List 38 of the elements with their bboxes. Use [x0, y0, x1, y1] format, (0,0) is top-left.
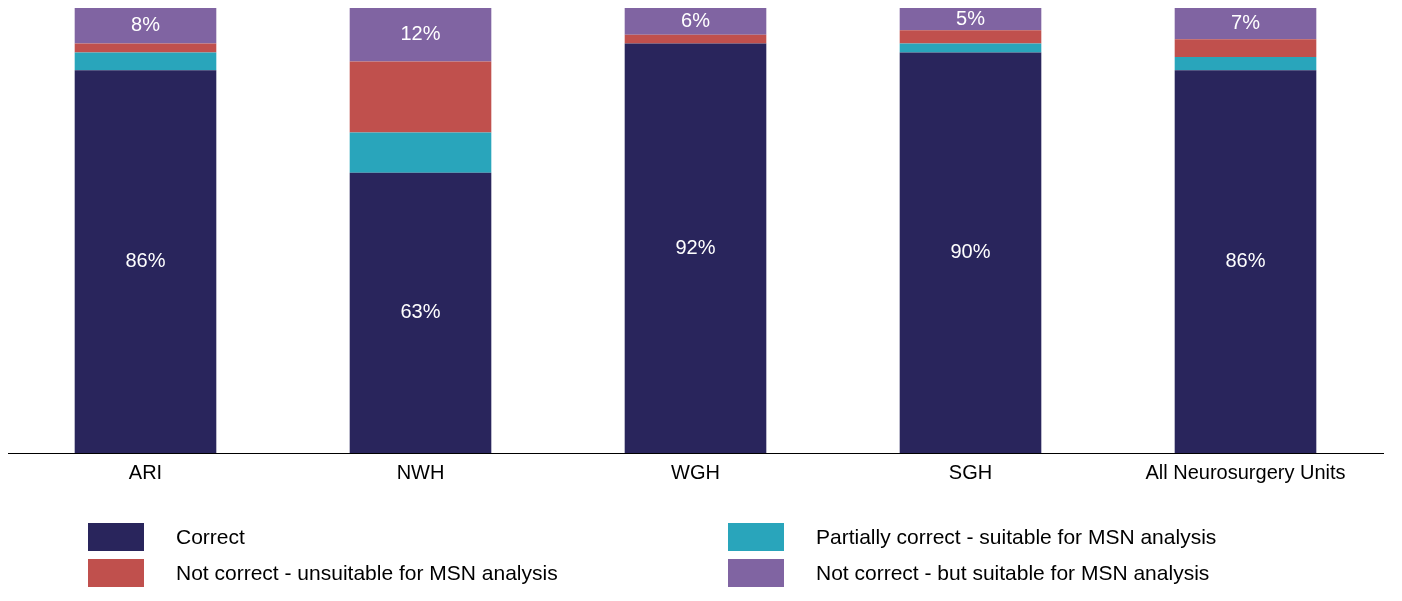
data-label: 5%: [956, 6, 986, 29]
data-label: 86%: [125, 249, 166, 272]
x-tick-label: All Neurosurgery Units: [1145, 460, 1346, 483]
bar: [349, 132, 492, 173]
bar: [349, 61, 492, 133]
legend-label: Not correct - unsuitable for MSN analysis: [176, 561, 558, 585]
bar: [74, 52, 217, 71]
bar: [624, 43, 767, 453]
bar: [624, 8, 767, 35]
legend-label: Not correct - but suitable for MSN analysis: [816, 561, 1210, 585]
bar: [74, 43, 217, 53]
bar: [1174, 8, 1317, 40]
legend-label: Correct: [176, 525, 245, 549]
bar: [899, 8, 1042, 31]
data-label: 63%: [400, 300, 441, 323]
bar: [74, 8, 217, 44]
bar: [1174, 70, 1317, 453]
data-label: 90%: [950, 240, 991, 263]
bar: [899, 52, 1042, 453]
x-tick-label: ARI: [128, 460, 163, 483]
bar: [74, 70, 217, 453]
data-label: 86%: [1225, 249, 1266, 272]
data-label: 7%: [1231, 11, 1261, 34]
legend-label: Partially correct - suitable for MSN analysis: [816, 525, 1217, 549]
bar: [349, 172, 492, 453]
bar: [349, 8, 492, 62]
bar: [624, 34, 767, 44]
data-label: 92%: [675, 235, 716, 258]
data-label: 8%: [131, 13, 161, 36]
bar: [1174, 39, 1317, 57]
x-tick-label: WGH: [671, 460, 720, 483]
x-tick-label: SGH: [948, 460, 993, 483]
bar: [899, 30, 1042, 44]
bar: [899, 43, 1042, 53]
data-label: 6%: [681, 8, 711, 31]
bar: [1174, 56, 1317, 71]
data-label: 12%: [400, 22, 441, 45]
x-tick-label: NWH: [396, 460, 445, 483]
